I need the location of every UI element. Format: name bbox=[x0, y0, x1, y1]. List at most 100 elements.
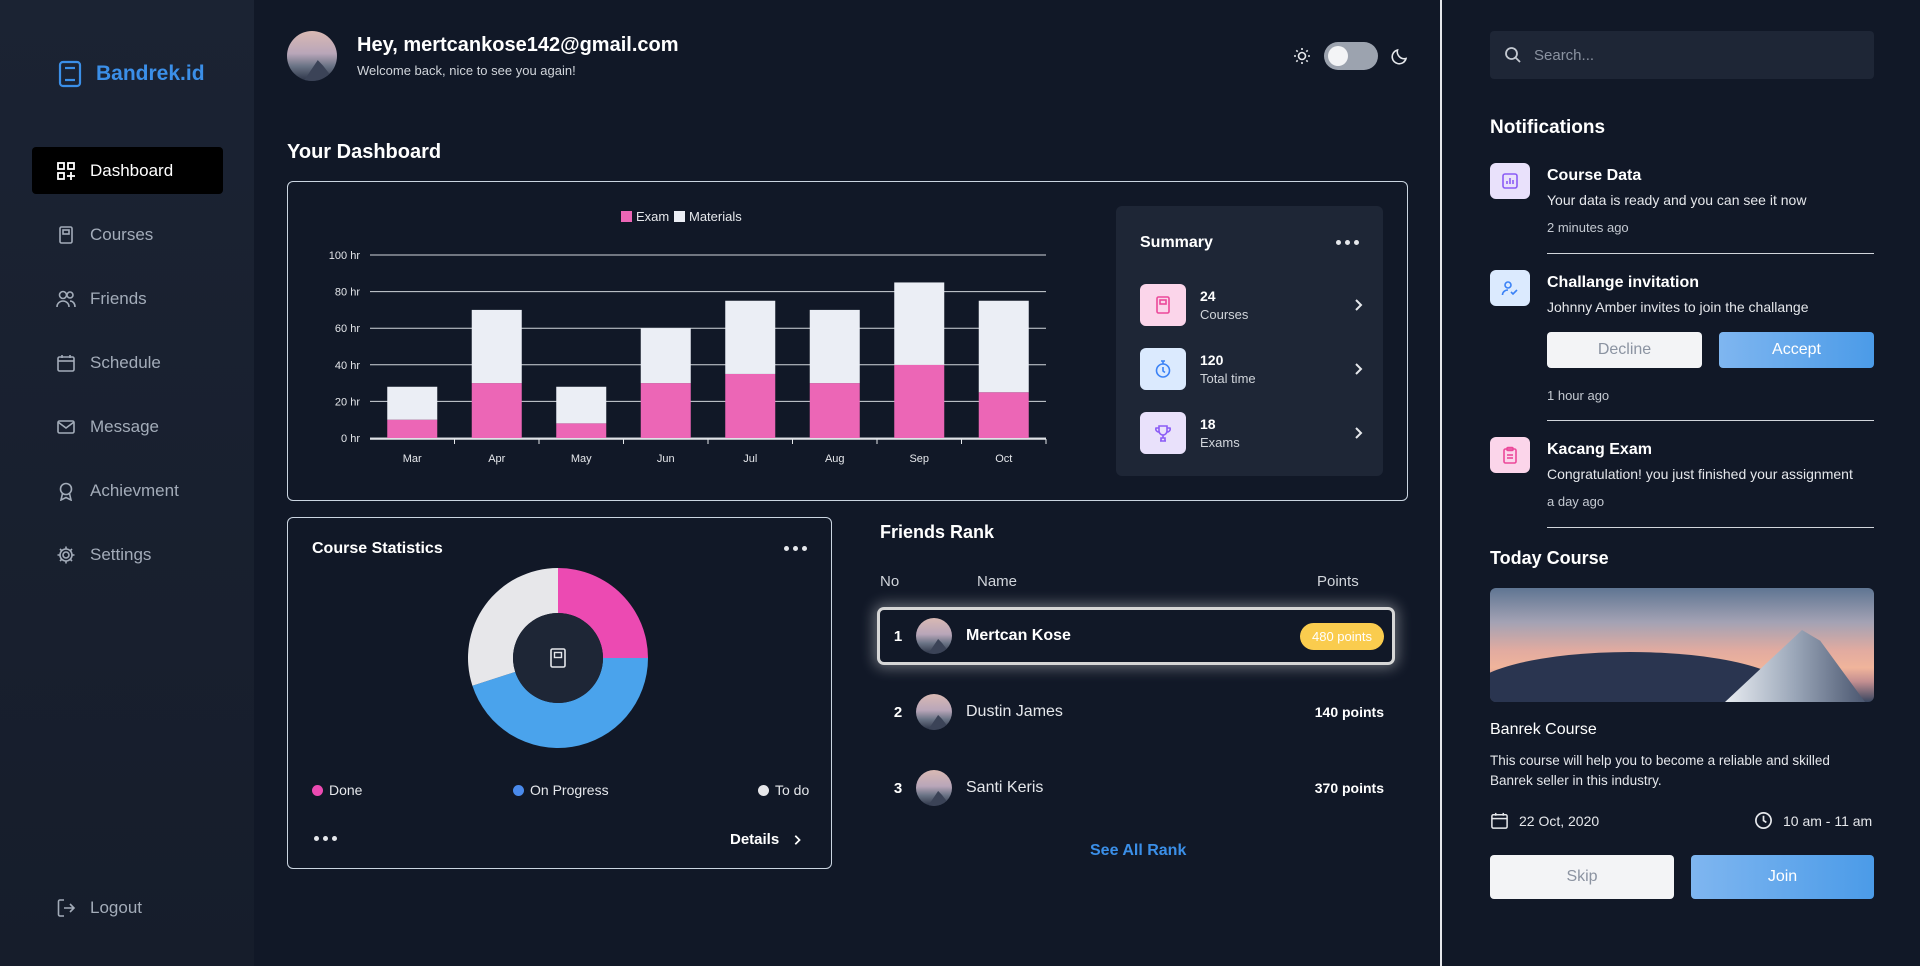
legend-label: On Progress bbox=[530, 782, 609, 798]
x-tick-label: Mar bbox=[403, 453, 422, 465]
sidebar-item-label: Courses bbox=[90, 224, 154, 244]
header: Hey, mertcankose142@gmail.com Welcome ba… bbox=[287, 31, 679, 81]
stopwatch-icon bbox=[1140, 348, 1186, 390]
rank-number: 2 bbox=[893, 703, 903, 721]
sidebar-item-label: Schedule bbox=[90, 352, 161, 372]
notification-body: Johnny Amber invites to join the challan… bbox=[1547, 299, 1809, 315]
details-label: Details bbox=[730, 831, 780, 848]
course-description: This course will help you to become a re… bbox=[1490, 753, 1830, 788]
brand-logo[interactable]: Bandrek.id bbox=[58, 60, 205, 88]
course-date: 22 Oct, 2020 bbox=[1490, 811, 1599, 830]
course-statistics-title: Course Statistics bbox=[312, 540, 443, 557]
summary-more-button[interactable] bbox=[1336, 240, 1359, 245]
y-tick-label: 60 hr bbox=[335, 323, 360, 335]
rank-number: 1 bbox=[893, 627, 903, 645]
y-tick-label: 40 hr bbox=[335, 360, 360, 372]
trophy-icon bbox=[1140, 412, 1186, 454]
y-tick-label: 100 hr bbox=[329, 250, 361, 262]
theme-switch[interactable] bbox=[1324, 42, 1378, 70]
dashboard-icon bbox=[57, 161, 75, 180]
chevron-right-icon bbox=[794, 834, 801, 845]
bar-materials-apr bbox=[471, 309, 522, 384]
calendar-icon bbox=[1491, 812, 1508, 829]
divider bbox=[1547, 527, 1874, 528]
rank-header-points: Points bbox=[1317, 573, 1359, 590]
course-date-text: 22 Oct, 2020 bbox=[1519, 812, 1600, 829]
avatar bbox=[916, 694, 952, 730]
user-check-icon bbox=[1490, 270, 1530, 306]
book-icon bbox=[1140, 284, 1186, 326]
course-time-text: 10 am - 11 am bbox=[1783, 812, 1873, 829]
bar-exam-may bbox=[556, 423, 607, 438]
details-button[interactable]: Details bbox=[730, 831, 803, 848]
stats-more-button[interactable] bbox=[784, 546, 807, 551]
summary-item-total-time[interactable]: 120 Total time bbox=[1140, 348, 1365, 390]
stats-footer-more-button[interactable] bbox=[314, 836, 337, 841]
rank-row[interactable]: 3 Santi Keris 370 points bbox=[880, 762, 1392, 814]
chevron-right-icon bbox=[1355, 363, 1363, 375]
users-icon bbox=[56, 290, 76, 307]
course-image bbox=[1490, 588, 1874, 702]
rank-name: Santi Keris bbox=[966, 779, 1044, 796]
legend-swatch bbox=[621, 211, 632, 222]
sidebar-item-achievment[interactable]: Achievment bbox=[32, 467, 223, 514]
skip-button[interactable]: Skip bbox=[1490, 855, 1674, 899]
sidebar: Bandrek.id Dashboard Courses Friends Sch… bbox=[0, 0, 254, 966]
greeting-title: Hey, mertcankose142@gmail.com bbox=[357, 34, 679, 56]
rank-name: Mertcan Kose bbox=[966, 627, 1071, 644]
donut-chart bbox=[468, 568, 648, 748]
join-button[interactable]: Join bbox=[1691, 855, 1874, 899]
sidebar-item-schedule[interactable]: Schedule bbox=[32, 339, 223, 386]
sidebar-item-settings[interactable]: Settings bbox=[32, 531, 223, 578]
rank-points: 370 points bbox=[1314, 780, 1384, 796]
bar-materials-aug bbox=[809, 309, 860, 384]
rank-header-no: No bbox=[880, 573, 900, 590]
sidebar-item-courses[interactable]: Courses bbox=[32, 211, 223, 258]
bar-materials-may bbox=[556, 386, 607, 424]
summary-label: Courses bbox=[1200, 307, 1249, 322]
book-icon bbox=[550, 648, 566, 668]
summary-item-exams[interactable]: 18 Exams bbox=[1140, 412, 1365, 454]
bar-exam-mar bbox=[387, 419, 438, 438]
bar-exam-jul bbox=[725, 373, 776, 438]
y-tick-label: 20 hr bbox=[335, 396, 360, 408]
notification-title: Course Data bbox=[1547, 167, 1642, 184]
today-course-title: Today Course bbox=[1490, 548, 1609, 568]
donut-slice-to-do bbox=[468, 568, 558, 686]
search-box[interactable] bbox=[1490, 31, 1874, 79]
bar-exam-aug bbox=[809, 383, 860, 438]
course-name: Banrek Course bbox=[1490, 721, 1597, 738]
rank-number: 3 bbox=[893, 779, 903, 797]
summary-title: Summary bbox=[1140, 234, 1213, 251]
rank-row[interactable]: 2 Dustin James 140 points bbox=[880, 686, 1392, 738]
rank-row[interactable]: 1 Mertcan Kose 480 points bbox=[880, 610, 1392, 662]
chart-icon bbox=[1490, 163, 1530, 199]
bar-materials-oct bbox=[978, 300, 1029, 393]
summary-item-courses[interactable]: 24 Courses bbox=[1140, 284, 1365, 326]
sidebar-item-message[interactable]: Message bbox=[32, 403, 223, 450]
greeting-subtitle: Welcome back, nice to see you again! bbox=[357, 63, 576, 78]
award-icon bbox=[59, 482, 73, 501]
decline-button[interactable]: Decline bbox=[1547, 332, 1702, 368]
sidebar-nav: Dashboard Courses Friends Schedule Messa… bbox=[32, 147, 223, 595]
sidebar-item-friends[interactable]: Friends bbox=[32, 275, 223, 322]
legend-on-progress: On Progress bbox=[513, 782, 609, 798]
legend-swatch bbox=[674, 211, 685, 222]
see-all-rank-link[interactable]: See All Rank bbox=[1090, 842, 1187, 859]
sidebar-item-dashboard[interactable]: Dashboard bbox=[32, 147, 223, 194]
course-statistics-panel: Course Statistics Done On Progress To do… bbox=[287, 517, 832, 869]
avatar[interactable] bbox=[287, 31, 337, 81]
summary-value: 24 bbox=[1200, 288, 1216, 304]
notifications-title: Notifications bbox=[1490, 117, 1606, 138]
logout-button[interactable]: Logout bbox=[56, 898, 142, 918]
search-input[interactable] bbox=[1534, 46, 1854, 64]
sidebar-item-label: Friends bbox=[90, 288, 147, 308]
bar-exam-apr bbox=[471, 383, 522, 438]
x-tick-label: Sep bbox=[909, 453, 929, 465]
legend-label: Exam bbox=[636, 209, 669, 224]
dashboard-chart-panel: 0 hr 20 hr 40 hr 60 hr 80 hr 100 hr Mar Apr May J… bbox=[287, 181, 1408, 501]
accept-button[interactable]: Accept bbox=[1719, 332, 1874, 368]
x-tick-label: Aug bbox=[825, 453, 845, 465]
friends-rank-title: Friends Rank bbox=[880, 522, 995, 542]
notification-title: Challange invitation bbox=[1547, 274, 1700, 291]
